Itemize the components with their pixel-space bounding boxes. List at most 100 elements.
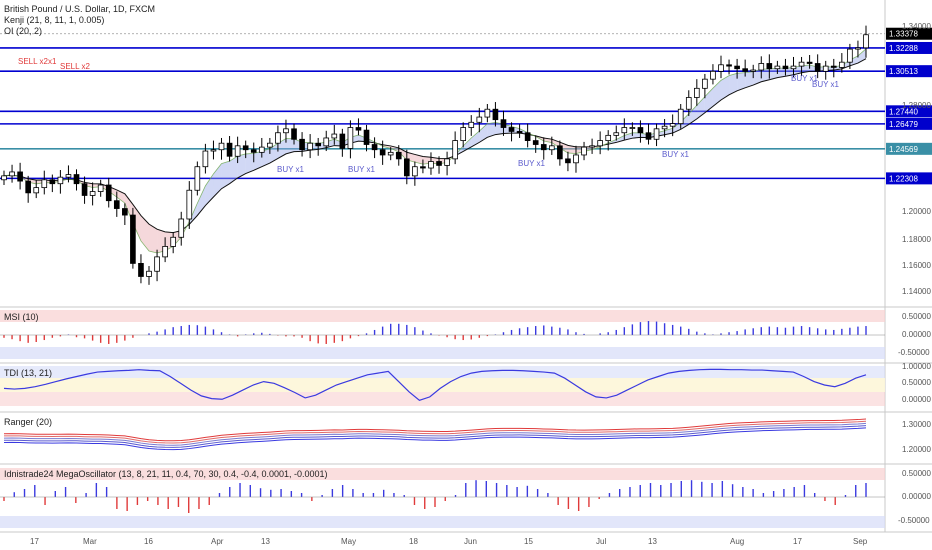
cloud-segment bbox=[245, 153, 254, 174]
msi-lower-band bbox=[0, 347, 885, 359]
ranger-line bbox=[3, 418, 867, 442]
cloud-segment bbox=[737, 72, 746, 91]
cloud-segment bbox=[149, 224, 158, 253]
candle-body bbox=[782, 65, 789, 70]
candle-body bbox=[452, 140, 458, 160]
cloud-segment bbox=[777, 67, 786, 78]
candle-body bbox=[839, 61, 845, 68]
candle-body bbox=[653, 128, 660, 140]
candle-body bbox=[565, 158, 571, 164]
cloud-segment bbox=[479, 123, 488, 143]
candle-body bbox=[331, 133, 338, 139]
cloud-segment bbox=[761, 68, 770, 82]
candle-body bbox=[379, 149, 386, 156]
cloud-segment bbox=[390, 145, 399, 152]
ranger-line bbox=[3, 427, 867, 451]
candle-body bbox=[234, 145, 241, 157]
mega-tick-top: 0.50000 bbox=[902, 469, 931, 478]
cloud-segment bbox=[197, 185, 206, 216]
price-tick-1: 1.34000 bbox=[902, 22, 931, 31]
candle-body bbox=[581, 146, 587, 156]
candle-body bbox=[186, 189, 193, 220]
tdi-upper-band bbox=[0, 366, 885, 378]
cloud-segment bbox=[221, 161, 230, 189]
candle-body bbox=[49, 179, 56, 185]
candle-body bbox=[371, 144, 378, 151]
annotation-buy-6: BUY x1 bbox=[812, 80, 840, 89]
candle-body bbox=[202, 150, 209, 168]
candle-body bbox=[597, 140, 603, 147]
cloud-segment bbox=[269, 143, 278, 164]
tdi-tick-bottom: 0.00000 bbox=[902, 395, 931, 404]
candle-body bbox=[742, 68, 748, 72]
candle-body bbox=[347, 127, 354, 149]
ranger-line bbox=[3, 422, 867, 446]
mega-title: Idnistrade24 MegaOscillator (13, 8, 21, … bbox=[4, 469, 328, 479]
price-tick-3: 1.20000 bbox=[902, 207, 931, 216]
msi-tick-top: 0.50000 bbox=[902, 312, 931, 321]
ranger-title: Ranger (20) bbox=[4, 417, 52, 427]
candle-body bbox=[162, 246, 168, 258]
mega-tick-mid: 0.00000 bbox=[902, 492, 931, 501]
candle-body bbox=[718, 64, 724, 72]
cloud-segment bbox=[712, 80, 721, 107]
msi-upper-band bbox=[0, 310, 885, 322]
x-label-15: 15 bbox=[524, 537, 533, 546]
cloud-segment bbox=[720, 75, 730, 101]
annotation-buy-5: BUY x1 bbox=[791, 74, 819, 83]
candle-body bbox=[291, 128, 297, 140]
candle-body bbox=[677, 108, 684, 125]
candle-body bbox=[250, 149, 257, 153]
x-label-13a: 13 bbox=[261, 537, 270, 546]
candle-body bbox=[589, 145, 595, 148]
cloud-segment bbox=[261, 148, 270, 167]
candle-body bbox=[806, 61, 813, 64]
cloud-segment bbox=[632, 132, 641, 139]
x-label-mar: Mar bbox=[83, 537, 97, 546]
candle-body bbox=[822, 65, 829, 72]
annotation-buy-4: BUY x1 bbox=[662, 150, 690, 159]
candle-body bbox=[9, 171, 15, 177]
candle-body bbox=[726, 64, 732, 67]
candle-body bbox=[307, 142, 313, 151]
candle-body bbox=[613, 132, 620, 136]
signal-annotations: SELL x2x1 SELL x2 BUY x1 BUY x1 BUY x1 B… bbox=[18, 57, 840, 174]
cloud-segment bbox=[398, 147, 407, 160]
panel-separators bbox=[0, 0, 932, 533]
candle-body bbox=[540, 144, 547, 151]
candle-body bbox=[855, 47, 861, 50]
candle-body bbox=[790, 65, 797, 70]
msi-tick-bottom: -0.50000 bbox=[898, 348, 930, 357]
candle-body bbox=[645, 132, 652, 140]
candle-body bbox=[436, 161, 442, 166]
level-tag-text: 1.32288 bbox=[889, 44, 918, 53]
level-tag-text: 1.26479 bbox=[889, 120, 918, 129]
ranger-lines bbox=[3, 418, 867, 451]
candle-body bbox=[122, 208, 128, 216]
candle-body bbox=[97, 184, 104, 192]
candle-body bbox=[363, 129, 370, 145]
annotation-sell-2: SELL x2 bbox=[60, 62, 90, 71]
x-label-17b: 17 bbox=[793, 537, 802, 546]
candle-body bbox=[758, 63, 765, 71]
cloud-segment bbox=[140, 215, 150, 252]
candle-body bbox=[315, 142, 322, 147]
candle-body bbox=[267, 142, 273, 148]
candle-body bbox=[57, 176, 64, 185]
candle-body bbox=[89, 191, 96, 196]
candle-body bbox=[532, 140, 539, 145]
ranger-line bbox=[3, 425, 867, 448]
level-tag-text: 1.22308 bbox=[889, 174, 918, 183]
cloud-segment bbox=[463, 138, 472, 152]
mega-lower-band bbox=[0, 516, 885, 528]
candle-body bbox=[428, 161, 434, 169]
mega-histogram bbox=[0, 480, 885, 513]
x-label-13b: 13 bbox=[648, 537, 657, 546]
symbol-title: British Pound / U.S. Dollar, 1D, FXCM bbox=[4, 4, 155, 14]
candle-body bbox=[573, 154, 579, 164]
candle-body bbox=[492, 108, 499, 121]
level-tag-text: 1.24569 bbox=[889, 145, 918, 154]
candle-body bbox=[669, 123, 676, 127]
price-tick-5: 1.16000 bbox=[902, 261, 931, 270]
candles bbox=[1, 25, 869, 285]
